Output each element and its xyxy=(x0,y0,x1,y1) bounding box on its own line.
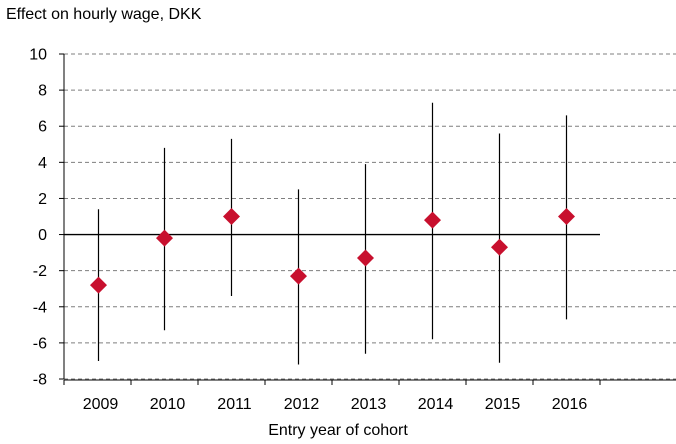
data-point xyxy=(357,249,374,267)
y-tick-label: 0 xyxy=(38,227,47,244)
x-tick-label: 2012 xyxy=(284,396,320,413)
data-point xyxy=(223,208,240,225)
data-point xyxy=(558,208,575,225)
y-axis-title: Effect on hourly wage, DKK xyxy=(6,6,202,23)
data-point xyxy=(491,238,508,256)
y-tick-label: -4 xyxy=(33,299,47,316)
y-tick-label: -2 xyxy=(33,263,47,280)
x-tick-label: 2016 xyxy=(552,396,588,413)
data-point xyxy=(156,229,173,247)
x-tick-label: 2015 xyxy=(485,396,521,413)
y-tick-label: 8 xyxy=(38,83,47,100)
data-point xyxy=(290,267,307,285)
x-tick-label: 2013 xyxy=(351,396,387,413)
x-tick-label: 2014 xyxy=(418,396,454,413)
y-tick-label: 10 xyxy=(29,47,47,64)
y-tick-label: -8 xyxy=(33,372,47,389)
x-tick-label: 2011 xyxy=(217,396,252,413)
y-tick-label: 4 xyxy=(38,155,47,172)
x-tick-label: 2010 xyxy=(150,396,186,413)
y-tick-label: 6 xyxy=(38,119,47,136)
data-point xyxy=(90,276,107,294)
y-tick-label: 2 xyxy=(38,191,47,208)
x-tick-label: 2009 xyxy=(83,396,119,413)
y-tick-label: -6 xyxy=(33,335,47,352)
data-point xyxy=(424,211,441,229)
x-axis-title: Entry year of cohort xyxy=(268,422,408,439)
